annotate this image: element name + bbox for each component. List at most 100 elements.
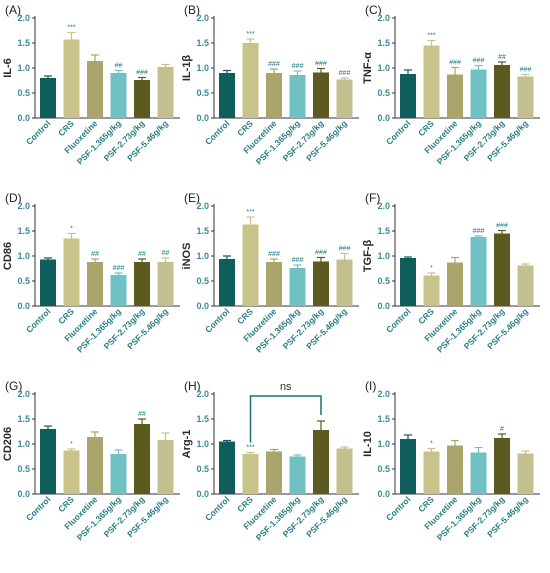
x-tick-label: CRS bbox=[235, 494, 255, 514]
y-tick-label: 1.0 bbox=[196, 251, 209, 261]
panel-c: (C)TNF-α0.00.51.01.52.0Control***CRS###F… bbox=[362, 3, 540, 167]
significance-label: * bbox=[70, 441, 73, 448]
bar bbox=[219, 73, 235, 118]
significance-label: ### bbox=[520, 67, 532, 74]
bar bbox=[242, 454, 259, 494]
bar bbox=[447, 74, 463, 118]
bar bbox=[447, 445, 463, 494]
y-tick-label: 2.0 bbox=[377, 389, 390, 399]
y-tick-label: 0.0 bbox=[196, 113, 209, 123]
y-tick-label: 0.5 bbox=[196, 464, 209, 474]
panel-f: (F)TGF-β0.00.51.01.52.0Control*CRSFluoxe… bbox=[362, 191, 540, 355]
panel-a: (A)IL-60.00.51.01.52.0Control***CRSFluox… bbox=[2, 3, 180, 167]
y-axis-label: CD86 bbox=[2, 242, 14, 270]
y-tick-label: 2.0 bbox=[377, 201, 390, 211]
y-tick-label: 0.0 bbox=[17, 113, 30, 123]
bar bbox=[447, 262, 463, 306]
panel-b: (B)IL-1β0.00.51.01.52.0Control***CRS###F… bbox=[181, 3, 359, 167]
bar bbox=[40, 429, 56, 494]
significance-label: ### bbox=[496, 223, 508, 230]
x-tick-label: CRS bbox=[416, 494, 436, 514]
y-axis-label: Arg-1 bbox=[181, 430, 193, 459]
y-tick-label: 2.0 bbox=[377, 13, 390, 23]
significance-label: ### bbox=[292, 63, 304, 70]
significance-label: ### bbox=[339, 246, 351, 253]
significance-label: ## bbox=[91, 251, 99, 258]
significance-label: ### bbox=[268, 251, 280, 258]
bar bbox=[470, 237, 487, 306]
bar bbox=[470, 452, 487, 494]
y-tick-label: 0.5 bbox=[17, 88, 30, 98]
significance-label: * bbox=[70, 226, 73, 233]
y-axis-label: IL-6 bbox=[2, 58, 14, 78]
y-tick-label: 1.5 bbox=[377, 226, 390, 236]
y-tick-label: 2.0 bbox=[17, 201, 30, 211]
y-tick-label: 0.5 bbox=[196, 276, 209, 286]
significance-label: *** bbox=[246, 31, 254, 38]
y-tick-label: 0.0 bbox=[196, 301, 209, 311]
bar bbox=[313, 72, 329, 118]
x-tick-label: CRS bbox=[416, 306, 436, 326]
significance-label: *** bbox=[246, 445, 254, 452]
panel-h: (H)Arg-10.00.51.01.52.0Control***CRSFluo… bbox=[181, 379, 359, 543]
y-tick-label: 1.0 bbox=[17, 439, 30, 449]
bar bbox=[336, 79, 353, 118]
bar bbox=[494, 438, 510, 494]
y-axis-label: TNF-α bbox=[362, 52, 374, 84]
significance-label: ### bbox=[268, 61, 280, 68]
y-axis-label: CD206 bbox=[2, 427, 14, 461]
y-tick-label: 1.0 bbox=[196, 63, 209, 73]
bar bbox=[242, 224, 259, 306]
y-tick-label: 1.5 bbox=[196, 226, 209, 236]
panel-letter: (E) bbox=[184, 191, 200, 205]
significance-label: ## bbox=[138, 411, 146, 418]
panel-letter: (C) bbox=[365, 3, 382, 17]
significance-label: # bbox=[500, 426, 504, 433]
significance-label: ### bbox=[449, 60, 461, 67]
y-axis-label: iNOS bbox=[181, 243, 193, 270]
y-tick-label: 2.0 bbox=[196, 13, 209, 23]
bar bbox=[110, 73, 127, 118]
bar bbox=[400, 258, 416, 306]
significance-label: ### bbox=[315, 61, 327, 68]
bar bbox=[517, 453, 534, 494]
y-tick-label: 1.0 bbox=[377, 63, 390, 73]
panel-e: (E)iNOS0.00.51.01.52.0Control***CRS###Fl… bbox=[181, 191, 359, 355]
bar bbox=[110, 454, 127, 494]
y-tick-label: 0.0 bbox=[196, 489, 209, 499]
bar bbox=[87, 61, 103, 118]
bar bbox=[134, 262, 150, 306]
bar bbox=[423, 451, 440, 494]
y-tick-label: 1.0 bbox=[377, 439, 390, 449]
x-tick-label: CRS bbox=[56, 118, 76, 138]
y-tick-label: 1.0 bbox=[196, 439, 209, 449]
x-tick-label: CRS bbox=[56, 306, 76, 326]
y-tick-label: 1.5 bbox=[17, 38, 30, 48]
x-tick-label: CRS bbox=[235, 118, 255, 138]
panel-i: (I)IL-100.00.51.01.52.0Control*CRSFluoxe… bbox=[362, 379, 540, 543]
significance-label: ## bbox=[138, 251, 146, 258]
y-tick-label: 0.0 bbox=[377, 113, 390, 123]
bar bbox=[289, 268, 306, 306]
x-tick-label: CRS bbox=[56, 494, 76, 514]
significance-label: ## bbox=[115, 63, 123, 70]
bar bbox=[157, 67, 174, 118]
bar bbox=[134, 80, 150, 118]
bar bbox=[219, 259, 235, 306]
bar bbox=[40, 78, 56, 118]
y-tick-label: 1.5 bbox=[17, 414, 30, 424]
significance-label: ## bbox=[162, 250, 170, 257]
y-axis-label: TGF-β bbox=[362, 240, 374, 273]
y-tick-label: 1.0 bbox=[17, 251, 30, 261]
panel-letter: (F) bbox=[365, 191, 380, 205]
y-axis-label: IL-1β bbox=[181, 55, 193, 82]
bar bbox=[134, 424, 150, 494]
y-tick-label: 2.0 bbox=[17, 13, 30, 23]
bar bbox=[494, 233, 510, 306]
panel-g: (G)CD2060.00.51.01.52.0Control*CRSFluoxe… bbox=[2, 379, 180, 543]
bar bbox=[289, 75, 306, 118]
bar bbox=[289, 456, 306, 494]
y-tick-label: 0.5 bbox=[17, 464, 30, 474]
bar bbox=[40, 259, 56, 306]
bar bbox=[63, 238, 80, 306]
